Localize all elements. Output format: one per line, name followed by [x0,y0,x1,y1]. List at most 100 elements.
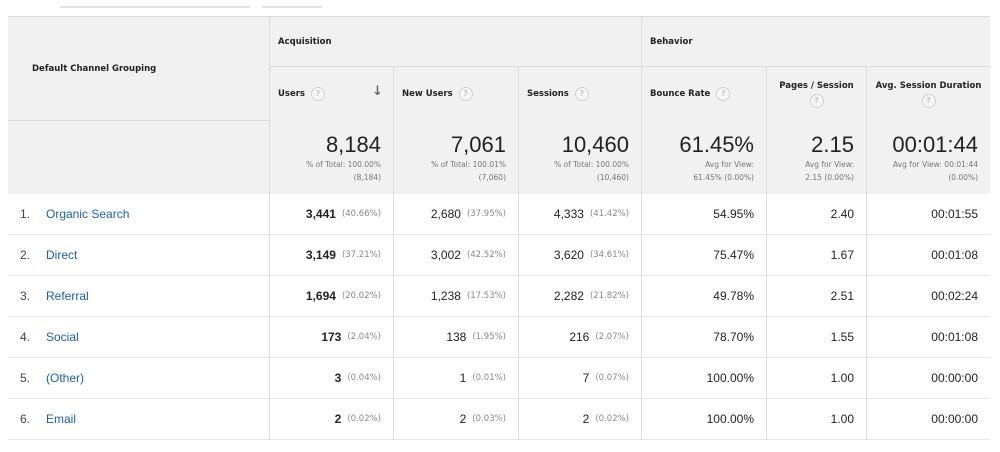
pages-session-value: 1.67 [830,248,854,262]
sessions-cell: 2,282 (21.82%) [519,276,642,317]
avg-duration-cell: 00:02:24 [867,276,990,317]
sessions-value: 2 [582,412,590,426]
channel-link[interactable]: Direct [46,248,78,262]
total-new-users: 7,061 % of Total: 100.01% (7,060) [394,121,519,194]
avg-duration-header-label: Avg. Session Duration [875,80,982,91]
total-subtext: 2.15 (0.00%) [805,172,854,182]
pages-session-value: 2.40 [830,207,854,221]
new-users-value: 2 [459,412,467,426]
total-subtext: % of Total: 100.01% [431,159,506,169]
sort-descending-icon[interactable]: ↓ [372,84,383,99]
channel-link[interactable]: Organic Search [46,207,130,221]
bounce-rate-value: 49.78% [713,289,754,303]
channel-link[interactable]: Social [46,330,79,344]
sessions-value: 7 [582,371,590,385]
new-users-cell: 2 (0.03%) [394,399,519,440]
column-header-bounce-rate[interactable]: Bounce Rate ? [642,67,767,121]
users-percent: (20.02%) [341,291,381,301]
users-cell: 1,694 (20.02%) [270,276,394,317]
totals-label-cell [8,121,270,194]
tab-underline-left [60,6,250,8]
new-users-value: 3,002 [430,248,461,262]
users-value: 3,149 [305,248,336,262]
bounce-rate-header-label: Bounce Rate [650,89,711,99]
bounce-rate-value: 100.00% [706,412,754,426]
row-index: 3. [20,289,31,303]
channel-link[interactable]: Email [46,412,77,426]
bounce-rate-cell: 100.00% [642,358,767,399]
column-header-avg-session-duration[interactable]: Avg. Session Duration ? [867,67,990,121]
new-users-percent: (0.03%) [472,414,506,424]
users-value: 173 [321,330,342,344]
avg-duration-value: 00:02:24 [931,289,978,303]
total-subtext: Avg for View: [805,159,854,169]
users-cell: 3,149 (37.21%) [270,235,394,276]
help-icon[interactable]: ? [716,87,731,101]
users-cell: 173 (2.04%) [270,317,394,358]
sessions-percent: (41.42%) [589,209,629,219]
new-users-cell: 2,680 (37.95%) [394,194,519,235]
total-subtext: Avg for View: 00:01:44 [893,159,978,169]
pages-session-cell: 2.40 [767,194,867,235]
new-users-value: 2,680 [430,207,461,221]
pages-session-value: 2.51 [830,289,854,303]
sessions-cell: 4,333 (41.42%) [519,194,642,235]
new-users-cell: 1,238 (17.53%) [394,276,519,317]
users-cell: 3,441 (40.66%) [270,194,394,235]
total-value: 2.15 [811,131,854,157]
users-percent: (0.04%) [347,373,381,383]
column-header-users[interactable]: Users ? ↓ [270,67,394,121]
pages-session-header-label: Pages / Session [779,80,854,91]
dimension-header[interactable]: Default Channel Grouping [8,17,270,121]
bounce-rate-cell: 100.00% [642,399,767,440]
pages-session-value: 1.55 [830,330,854,344]
total-avg-session-duration: 00:01:44 Avg for View: 00:01:44 (0.00%) [867,121,990,194]
avg-duration-cell: 00:00:00 [867,358,990,399]
help-icon[interactable]: ? [574,87,589,101]
new-users-value: 1,238 [430,289,461,303]
column-header-sessions[interactable]: Sessions ? [519,67,642,121]
column-header-new-users[interactable]: New Users ? [394,67,519,121]
new-users-value: 1 [459,371,467,385]
new-users-percent: (17.53%) [466,291,506,301]
new-users-header-label: New Users [402,89,453,99]
sessions-percent: (2.07%) [595,332,629,342]
help-icon[interactable]: ? [310,87,325,101]
total-users: 8,184 % of Total: 100.00% (8,184) [270,121,394,194]
table-row: 3. Referral [8,276,270,317]
users-percent: (0.02%) [347,414,381,424]
users-percent: (2.04%) [347,332,381,342]
total-value: 7,061 [450,131,506,157]
users-percent: (37.21%) [341,250,381,260]
help-icon[interactable]: ? [809,93,824,108]
bounce-rate-value: 100.00% [706,371,754,385]
channel-link[interactable]: (Other) [46,371,85,385]
row-index: 6. [20,412,31,426]
bounce-rate-value: 54.95% [713,207,754,221]
channel-link[interactable]: Referral [46,289,89,303]
column-header-pages-session[interactable]: Pages / Session ? [767,67,867,121]
bounce-rate-value: 78.70% [713,330,754,344]
total-subtext: (7,060) [478,172,506,182]
avg-duration-value: 00:00:00 [931,371,978,385]
users-header-label: Users [278,89,305,99]
total-value: 61.45% [679,131,754,157]
report-table: Default Channel Grouping Acquisition Beh… [8,16,990,445]
sessions-percent: (0.07%) [595,373,629,383]
tab-underline-right [262,6,322,8]
acquisition-label: Acquisition [278,36,332,47]
users-value: 3 [334,371,342,385]
sessions-value: 2,282 [553,289,584,303]
help-icon[interactable]: ? [921,93,936,108]
avg-duration-cell: 00:01:08 [867,317,990,358]
bounce-rate-value: 75.47% [713,248,754,262]
bounce-rate-cell: 54.95% [642,194,767,235]
new-users-percent: (37.95%) [466,209,506,219]
avg-duration-value: 00:00:00 [931,412,978,426]
sessions-cell: 216 (2.07%) [519,317,642,358]
sessions-cell: 2 (0.02%) [519,399,642,440]
total-subtext: % of Total: 100.00% [306,159,381,169]
pages-session-cell: 1.55 [767,317,867,358]
help-icon[interactable]: ? [458,87,473,101]
users-cell: 2 (0.02%) [270,399,394,440]
